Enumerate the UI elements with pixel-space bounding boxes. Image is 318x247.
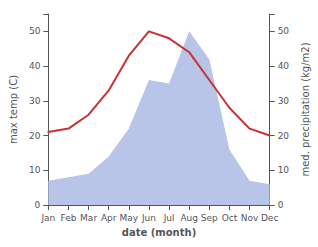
svg-text:Jul: Jul [163,213,175,223]
svg-text:Jan: Jan [40,213,55,223]
svg-text:date (month): date (month) [122,227,196,238]
svg-text:Feb: Feb [61,213,77,223]
svg-text:30: 30 [29,96,41,106]
svg-text:Oct: Oct [222,213,238,223]
svg-text:Aug: Aug [180,213,198,223]
svg-text:0: 0 [35,200,41,210]
svg-text:max temp (C): max temp (C) [8,75,19,144]
svg-text:Apr: Apr [101,213,117,223]
svg-text:med. precipitation (kg/m2): med. precipitation (kg/m2) [300,42,311,176]
svg-text:40: 40 [29,61,41,71]
svg-text:10: 10 [29,165,41,175]
svg-text:May: May [120,213,139,223]
svg-text:20: 20 [278,131,290,141]
svg-text:Dec: Dec [261,213,278,223]
svg-text:Sep: Sep [201,213,218,223]
svg-text:0: 0 [278,200,284,210]
svg-text:Nov: Nov [241,213,259,223]
svg-text:40: 40 [278,61,290,71]
svg-text:10: 10 [278,165,290,175]
svg-text:Jun: Jun [141,213,156,223]
svg-text:30: 30 [278,96,290,106]
svg-text:20: 20 [29,131,41,141]
svg-text:Mar: Mar [80,213,97,223]
svg-text:50: 50 [278,26,290,36]
svg-text:50: 50 [29,26,41,36]
